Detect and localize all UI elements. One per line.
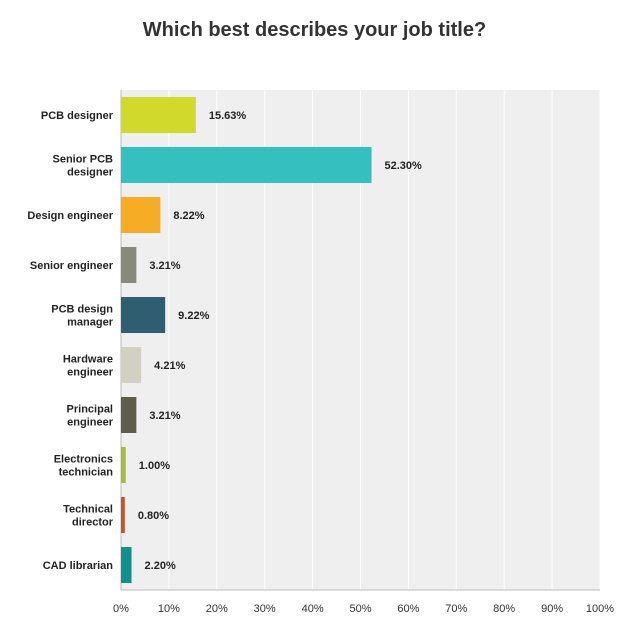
bar — [121, 247, 137, 283]
category-label-line: manager — [67, 317, 114, 329]
category-label-line: engineer — [67, 367, 114, 379]
category-label: Technical director — [63, 504, 114, 529]
data-label: 0.80% — [138, 510, 169, 522]
category-label-line: CAD librarian — [43, 560, 114, 572]
bar — [121, 97, 196, 133]
x-tick-label: 80% — [493, 603, 515, 615]
x-tick-label: 90% — [541, 603, 563, 615]
x-tick-label: 50% — [349, 603, 371, 615]
category-label-line: engineer — [67, 417, 114, 429]
bar — [121, 347, 142, 383]
bar — [121, 397, 137, 433]
category-label-line: Senior PCB — [52, 154, 113, 166]
chart-title: Which best describes your job title? — [142, 19, 487, 41]
x-tick-label: 30% — [254, 603, 276, 615]
category-label-line: PCB designer — [41, 110, 114, 122]
data-label: 1.00% — [139, 460, 170, 472]
category-label-line: director — [72, 517, 114, 529]
category-label: PCB designer — [41, 110, 114, 122]
category-label-line: Senior engineer — [30, 260, 114, 272]
category-label-line: technician — [59, 467, 114, 479]
bar — [121, 147, 372, 183]
category-label-line: Design engineer — [27, 210, 113, 222]
data-label: 15.63% — [209, 110, 247, 122]
data-label: 4.21% — [154, 360, 185, 372]
x-tick-label: 100% — [586, 603, 614, 615]
category-label-line: PCB design — [51, 304, 113, 316]
x-tick-label: 20% — [206, 603, 228, 615]
bar — [121, 447, 126, 483]
x-tick-label: 70% — [445, 603, 467, 615]
category-label-line: Electronics — [54, 454, 113, 466]
category-label: PCB design manager — [51, 304, 113, 329]
data-label: 3.21% — [149, 410, 180, 422]
bar — [121, 497, 125, 533]
x-tick-label: 0% — [113, 603, 129, 615]
x-tick-label: 10% — [158, 603, 180, 615]
data-label: 8.22% — [173, 210, 204, 222]
category-label: CAD librarian — [43, 560, 114, 572]
data-label: 9.22% — [178, 310, 209, 322]
bar — [121, 197, 161, 233]
x-tick-label: 60% — [397, 603, 419, 615]
category-label-line: Principal — [67, 404, 113, 416]
category-label: Electronics technician — [54, 454, 114, 479]
category-label: Hardware engineer — [63, 354, 114, 379]
category-label: Design engineer — [27, 210, 113, 222]
x-tick-label: 40% — [302, 603, 324, 615]
data-label: 52.30% — [385, 160, 423, 172]
data-label: 2.20% — [145, 560, 176, 572]
data-label: 3.21% — [149, 260, 180, 272]
category-label: Senior PCB designer — [52, 154, 113, 179]
category-label: Senior engineer — [30, 260, 114, 272]
bar — [121, 547, 132, 583]
category-label-line: Technical — [63, 504, 113, 516]
category-label: Principal engineer — [67, 404, 114, 429]
category-label-line: designer — [67, 167, 114, 179]
bar — [121, 297, 166, 333]
category-label-line: Hardware — [63, 354, 113, 366]
